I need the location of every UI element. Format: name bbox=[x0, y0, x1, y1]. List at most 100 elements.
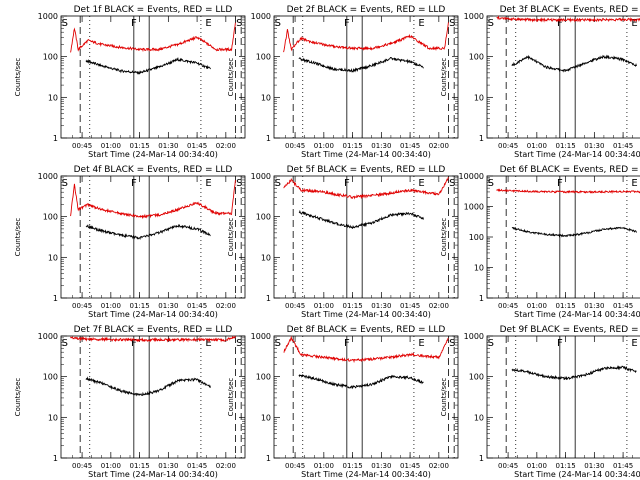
event-marker-F: F bbox=[344, 178, 350, 189]
chart-title: Det 4f BLACK = Events, RED = LLD bbox=[74, 165, 233, 175]
series-lld bbox=[496, 15, 640, 23]
plot-frame bbox=[486, 15, 640, 139]
x-tick-label: 01:15 bbox=[342, 462, 362, 470]
event-marker-F: F bbox=[344, 338, 350, 349]
series-events bbox=[298, 373, 424, 390]
plot-frame bbox=[486, 175, 640, 299]
series-events bbox=[511, 54, 637, 73]
x-tick-label: 01:30 bbox=[158, 462, 178, 470]
event-marker-E: E bbox=[205, 178, 211, 189]
y-tick-label: 1000 bbox=[251, 172, 271, 181]
x-tick-label: 01:00 bbox=[527, 302, 547, 310]
y-tick-label: 1000 bbox=[38, 332, 58, 341]
panel-1: Det 1f BLACK = Events, RED = LLD 1 10 100 10… bbox=[14, 5, 246, 159]
chart-title: Det 1f BLACK = Events, RED = LLD bbox=[74, 5, 233, 15]
chart-title: Det 6f BLACK = Events, RED = LLD bbox=[500, 165, 640, 175]
y-tick-label: 100 bbox=[256, 373, 271, 382]
y-axis-label: Counts/sec bbox=[227, 378, 235, 417]
x-tick-label: 01:45 bbox=[400, 142, 420, 150]
event-marker-S: S bbox=[449, 178, 455, 189]
x-tick-label: 01:30 bbox=[371, 142, 391, 150]
x-tick-label: 02:00 bbox=[429, 142, 449, 150]
x-tick-label: 01:30 bbox=[584, 302, 604, 310]
x-tick-label: 01:30 bbox=[584, 462, 604, 470]
x-tick-label: 00:45 bbox=[72, 302, 92, 310]
event-marker-F: F bbox=[131, 338, 137, 349]
y-tick-label: 10 bbox=[261, 413, 271, 422]
x-tick-label: 01:15 bbox=[129, 302, 149, 310]
event-marker-F: F bbox=[131, 178, 137, 189]
x-tick-label: 02:00 bbox=[216, 462, 236, 470]
y-tick-label: 10 bbox=[474, 413, 484, 422]
event-marker-S: S bbox=[62, 18, 68, 29]
y-tick-label: 1 bbox=[53, 454, 58, 463]
x-tick-label: 01:45 bbox=[613, 302, 633, 310]
panel-4: Det 4f BLACK = Events, RED = LLD 1 10 100 10… bbox=[14, 165, 246, 319]
y-tick-label: 100 bbox=[469, 233, 484, 242]
y-tick-label: 1000 bbox=[464, 203, 484, 212]
chart-title: Det 3f BLACK = Events, RED = LLD bbox=[500, 5, 640, 15]
y-tick-label: 1 bbox=[53, 294, 58, 303]
event-marker-S: S bbox=[275, 338, 281, 349]
y-tick-label: 10 bbox=[48, 93, 58, 102]
panel-6: Det 6f BLACK = Events, RED = LLD 1 10 100 10… bbox=[440, 165, 640, 319]
event-marker-S: S bbox=[488, 338, 494, 349]
y-tick-label: 1 bbox=[479, 294, 484, 303]
y-tick-label: 100 bbox=[43, 213, 58, 222]
series-lld bbox=[70, 180, 236, 220]
panel-2: Det 2f BLACK = Events, RED = LLD 1 10 100 10… bbox=[227, 5, 459, 159]
y-tick-label: 1000 bbox=[38, 12, 58, 21]
series-events bbox=[85, 224, 211, 241]
y-tick-label: 1000 bbox=[464, 12, 484, 21]
x-tick-label: 01:00 bbox=[314, 462, 334, 470]
x-axis-label: Start Time (24-Mar-14 00:34:40) bbox=[514, 310, 640, 319]
y-tick-label: 10 bbox=[474, 264, 484, 273]
plot-frame bbox=[60, 15, 246, 139]
x-tick-label: 01:30 bbox=[371, 462, 391, 470]
series-events bbox=[85, 376, 211, 397]
plot-frame bbox=[60, 175, 246, 299]
plot-frame bbox=[486, 335, 640, 459]
event-marker-E: E bbox=[418, 338, 424, 349]
event-marker-S: S bbox=[236, 178, 242, 189]
x-tick-label: 01:00 bbox=[101, 142, 121, 150]
event-marker-S: S bbox=[449, 18, 455, 29]
x-tick-label: 01:15 bbox=[342, 142, 362, 150]
y-axis-label: Counts/sec bbox=[440, 378, 448, 417]
series-lld bbox=[496, 188, 640, 195]
y-axis-label: Counts/sec bbox=[14, 218, 22, 257]
y-tick-label: 10 bbox=[261, 93, 271, 102]
y-tick-label: 1 bbox=[266, 294, 271, 303]
x-tick-label: 01:15 bbox=[555, 462, 575, 470]
x-tick-label: 00:45 bbox=[498, 302, 518, 310]
y-tick-label: 100 bbox=[256, 53, 271, 62]
y-axis-label: Counts/sec bbox=[227, 58, 235, 97]
x-tick-label: 01:45 bbox=[400, 462, 420, 470]
plot-frame bbox=[273, 15, 459, 139]
event-marker-E: E bbox=[631, 338, 637, 349]
x-tick-label: 02:00 bbox=[216, 302, 236, 310]
x-tick-label: 00:45 bbox=[498, 142, 518, 150]
x-axis-label: Start Time (24-Mar-14 00:34:40) bbox=[514, 470, 640, 479]
x-axis-label: Start Time (24-Mar-14 00:34:40) bbox=[514, 150, 640, 159]
x-tick-label: 01:45 bbox=[613, 462, 633, 470]
event-marker-E: E bbox=[418, 18, 424, 29]
event-marker-F: F bbox=[557, 178, 563, 189]
event-marker-S: S bbox=[275, 178, 281, 189]
x-tick-label: 01:15 bbox=[555, 142, 575, 150]
plot-frame bbox=[273, 335, 459, 459]
y-tick-label: 10 bbox=[474, 93, 484, 102]
event-marker-F: F bbox=[131, 18, 137, 29]
event-marker-S: S bbox=[236, 338, 242, 349]
y-tick-label: 1 bbox=[53, 134, 58, 143]
y-tick-label: 1 bbox=[266, 454, 271, 463]
panel-7: Det 7f BLACK = Events, RED = LLD 1 10 100 10… bbox=[14, 325, 246, 479]
x-tick-label: 01:45 bbox=[400, 302, 420, 310]
y-axis-label: Counts/sec bbox=[14, 378, 22, 417]
panel-5: Det 5f BLACK = Events, RED = LLD 1 10 100 10… bbox=[227, 165, 459, 319]
y-tick-label: 1 bbox=[479, 134, 484, 143]
y-tick-label: 10 bbox=[261, 253, 271, 262]
x-tick-label: 01:15 bbox=[555, 302, 575, 310]
y-tick-label: 100 bbox=[256, 213, 271, 222]
x-tick-label: 01:00 bbox=[527, 462, 547, 470]
